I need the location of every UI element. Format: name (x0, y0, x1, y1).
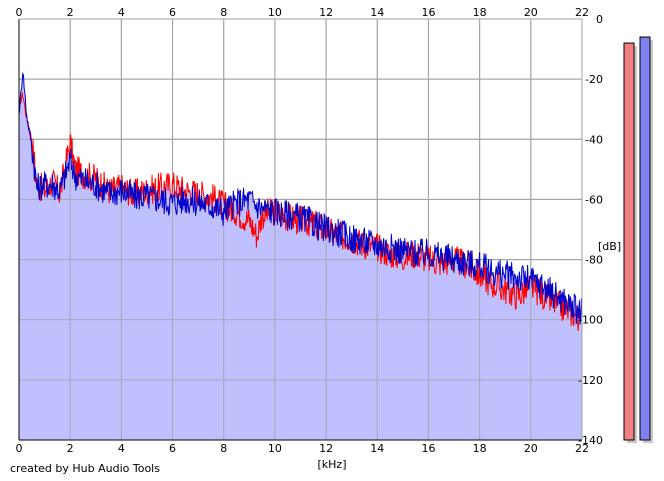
x-tick-label-bottom: 10 (268, 442, 282, 455)
x-tick-label-top: 8 (220, 6, 227, 19)
x-tick-label-top: 4 (118, 6, 125, 19)
y-tick-labels: 0 -20 -40 -60 -80 -100 -120 -140 (578, 13, 603, 447)
level-meter-bar (639, 36, 651, 441)
spectrum-area (19, 73, 582, 440)
x-tick-label-bottom: 18 (473, 442, 487, 455)
y-tick-label: -120 (578, 374, 603, 387)
y-tick-label: -140 (578, 434, 603, 447)
x-tick-label-top: 6 (169, 6, 176, 19)
x-tick-label-bottom: 4 (118, 442, 125, 455)
x-tick-label-top: 12 (319, 6, 333, 19)
x-tick-label-top: 14 (370, 6, 384, 19)
x-tick-label-bottom: 6 (169, 442, 176, 455)
y-tick-label: -80 (585, 254, 603, 267)
level-meters (623, 36, 653, 444)
y-tick-label: -100 (578, 314, 603, 327)
x-tick-label-bottom: 0 (16, 442, 23, 455)
x-tick-label-top: 0 (16, 6, 23, 19)
axes (18, 18, 583, 441)
x-tick-label-top: 22 (575, 6, 589, 19)
x-tick-label-top: 10 (268, 6, 282, 19)
x-tick-label-bottom: 8 (220, 442, 227, 455)
x-tick-label-bottom: 16 (421, 442, 435, 455)
x-tick-label-bottom: 20 (524, 442, 538, 455)
x-tick-label-bottom: 12 (319, 442, 333, 455)
x-tick-label-top: 2 (67, 6, 74, 19)
series-line-blue (19, 71, 583, 325)
x-tick-label-bottom: 2 (67, 442, 74, 455)
x-tick-label-top: 18 (473, 6, 487, 19)
y-axis-label: [dB] (598, 240, 621, 253)
y-tick-label: -60 (585, 193, 603, 206)
level-meter-bar (623, 42, 635, 441)
x-tick-label-top: 16 (421, 6, 435, 19)
x-tick-label-bottom: 22 (575, 442, 589, 455)
y-tick-label: -40 (585, 133, 603, 146)
series-line-red (19, 92, 583, 332)
x-tick-label-top: 20 (524, 6, 538, 19)
x-tick-label-bottom: 14 (370, 442, 384, 455)
y-tick-label: -20 (585, 73, 603, 86)
series-lines (19, 71, 583, 332)
y-tick-label: 0 (596, 13, 603, 26)
credit-text: created by Hub Audio Tools (10, 462, 160, 475)
x-axis-label: [kHz] (318, 458, 347, 471)
